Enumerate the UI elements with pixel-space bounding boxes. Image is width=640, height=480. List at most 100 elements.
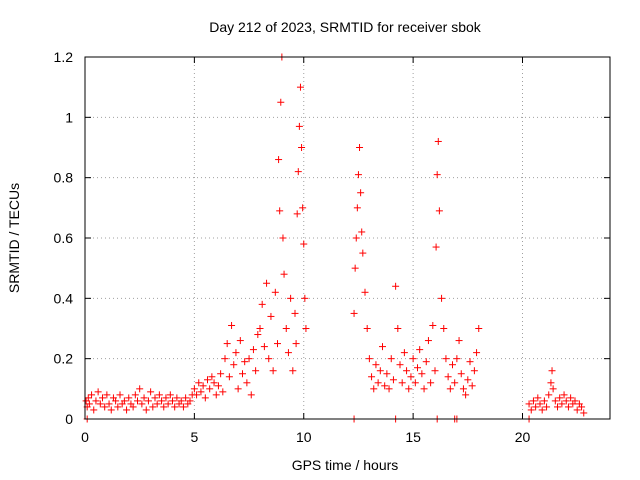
data-point <box>147 388 155 396</box>
data-point <box>90 406 98 414</box>
data-point <box>291 309 299 317</box>
data-point <box>123 406 131 414</box>
y-tick-label: 0 <box>65 411 73 427</box>
data-point <box>193 391 201 399</box>
grid-lines <box>85 57 610 419</box>
data-point <box>210 379 218 387</box>
data-point <box>536 400 544 408</box>
data-point <box>199 382 207 390</box>
data-point <box>94 388 102 396</box>
data-point <box>92 397 100 405</box>
data-point <box>274 340 281 348</box>
data-point <box>177 397 185 405</box>
data-point <box>282 325 290 332</box>
data-point <box>85 400 93 408</box>
data-point <box>409 355 417 363</box>
data-point <box>372 361 380 369</box>
data-point <box>120 397 128 405</box>
data-point <box>396 361 404 369</box>
data-point <box>376 367 384 375</box>
data-point <box>540 397 548 405</box>
data-point <box>453 355 461 363</box>
data-point <box>356 144 364 151</box>
data-point <box>249 346 257 354</box>
data-point <box>293 210 301 218</box>
data-point <box>435 207 443 215</box>
data-point <box>234 385 242 393</box>
data-point <box>354 171 362 179</box>
data-point <box>431 367 439 375</box>
data-point <box>254 331 262 339</box>
data-point <box>105 400 113 408</box>
data-point <box>405 385 413 393</box>
data-point <box>451 379 459 387</box>
data-point <box>534 394 542 402</box>
data-point <box>179 403 187 411</box>
data-point <box>144 397 152 405</box>
data-point <box>173 394 181 402</box>
plot-frame <box>84 56 611 420</box>
data-point <box>365 355 373 363</box>
data-point <box>296 83 304 91</box>
data-point <box>149 403 157 411</box>
data-point <box>449 361 456 369</box>
data-point <box>277 98 285 106</box>
data-point <box>258 300 266 308</box>
data-point <box>352 234 360 242</box>
data-point <box>212 391 220 399</box>
data-point <box>547 379 555 387</box>
data-point <box>295 122 303 130</box>
data-point <box>424 337 432 345</box>
data-point <box>385 385 393 393</box>
data-point <box>275 156 283 164</box>
data-point <box>392 282 400 290</box>
data-point <box>299 204 307 212</box>
data-point <box>573 406 581 414</box>
data-point <box>236 337 244 345</box>
data-point <box>190 385 198 393</box>
data-point <box>230 361 238 369</box>
data-point <box>301 294 309 302</box>
data-point <box>416 346 424 354</box>
data-point <box>368 373 376 381</box>
data-point <box>271 288 279 296</box>
data-point <box>241 358 249 366</box>
data-point <box>201 394 209 402</box>
data-point <box>101 403 109 411</box>
data-point <box>134 397 141 405</box>
data-point <box>580 409 588 417</box>
x-tick-label: 0 <box>81 429 89 445</box>
data-point <box>204 376 211 384</box>
data-point <box>267 312 275 320</box>
data-point <box>206 385 214 393</box>
data-point <box>300 240 308 248</box>
data-point <box>418 370 426 378</box>
data-point <box>182 394 190 402</box>
data-point <box>260 343 268 351</box>
data-point <box>217 370 225 378</box>
x-tick-label: 20 <box>515 429 531 445</box>
data-point <box>164 400 172 408</box>
data-point <box>434 137 442 145</box>
data-point <box>232 349 240 357</box>
data-point <box>99 394 106 402</box>
data-point <box>427 379 435 387</box>
data-point <box>171 403 179 411</box>
data-point <box>228 321 236 329</box>
data-point <box>302 325 310 332</box>
data-point <box>558 400 566 408</box>
data-point <box>114 403 122 411</box>
data-point <box>239 370 246 378</box>
y-tick-label: 0.8 <box>54 170 74 186</box>
data-point <box>208 373 216 381</box>
data-point <box>529 397 537 405</box>
data-point <box>414 364 421 372</box>
data-point <box>433 171 441 179</box>
x-tick-labels: 0 5 10 15 20 <box>81 429 530 445</box>
data-point <box>532 403 540 411</box>
data-point <box>294 168 302 176</box>
data-point <box>411 379 419 387</box>
data-point <box>551 397 559 405</box>
data-point <box>442 355 450 363</box>
data-point <box>197 388 205 396</box>
